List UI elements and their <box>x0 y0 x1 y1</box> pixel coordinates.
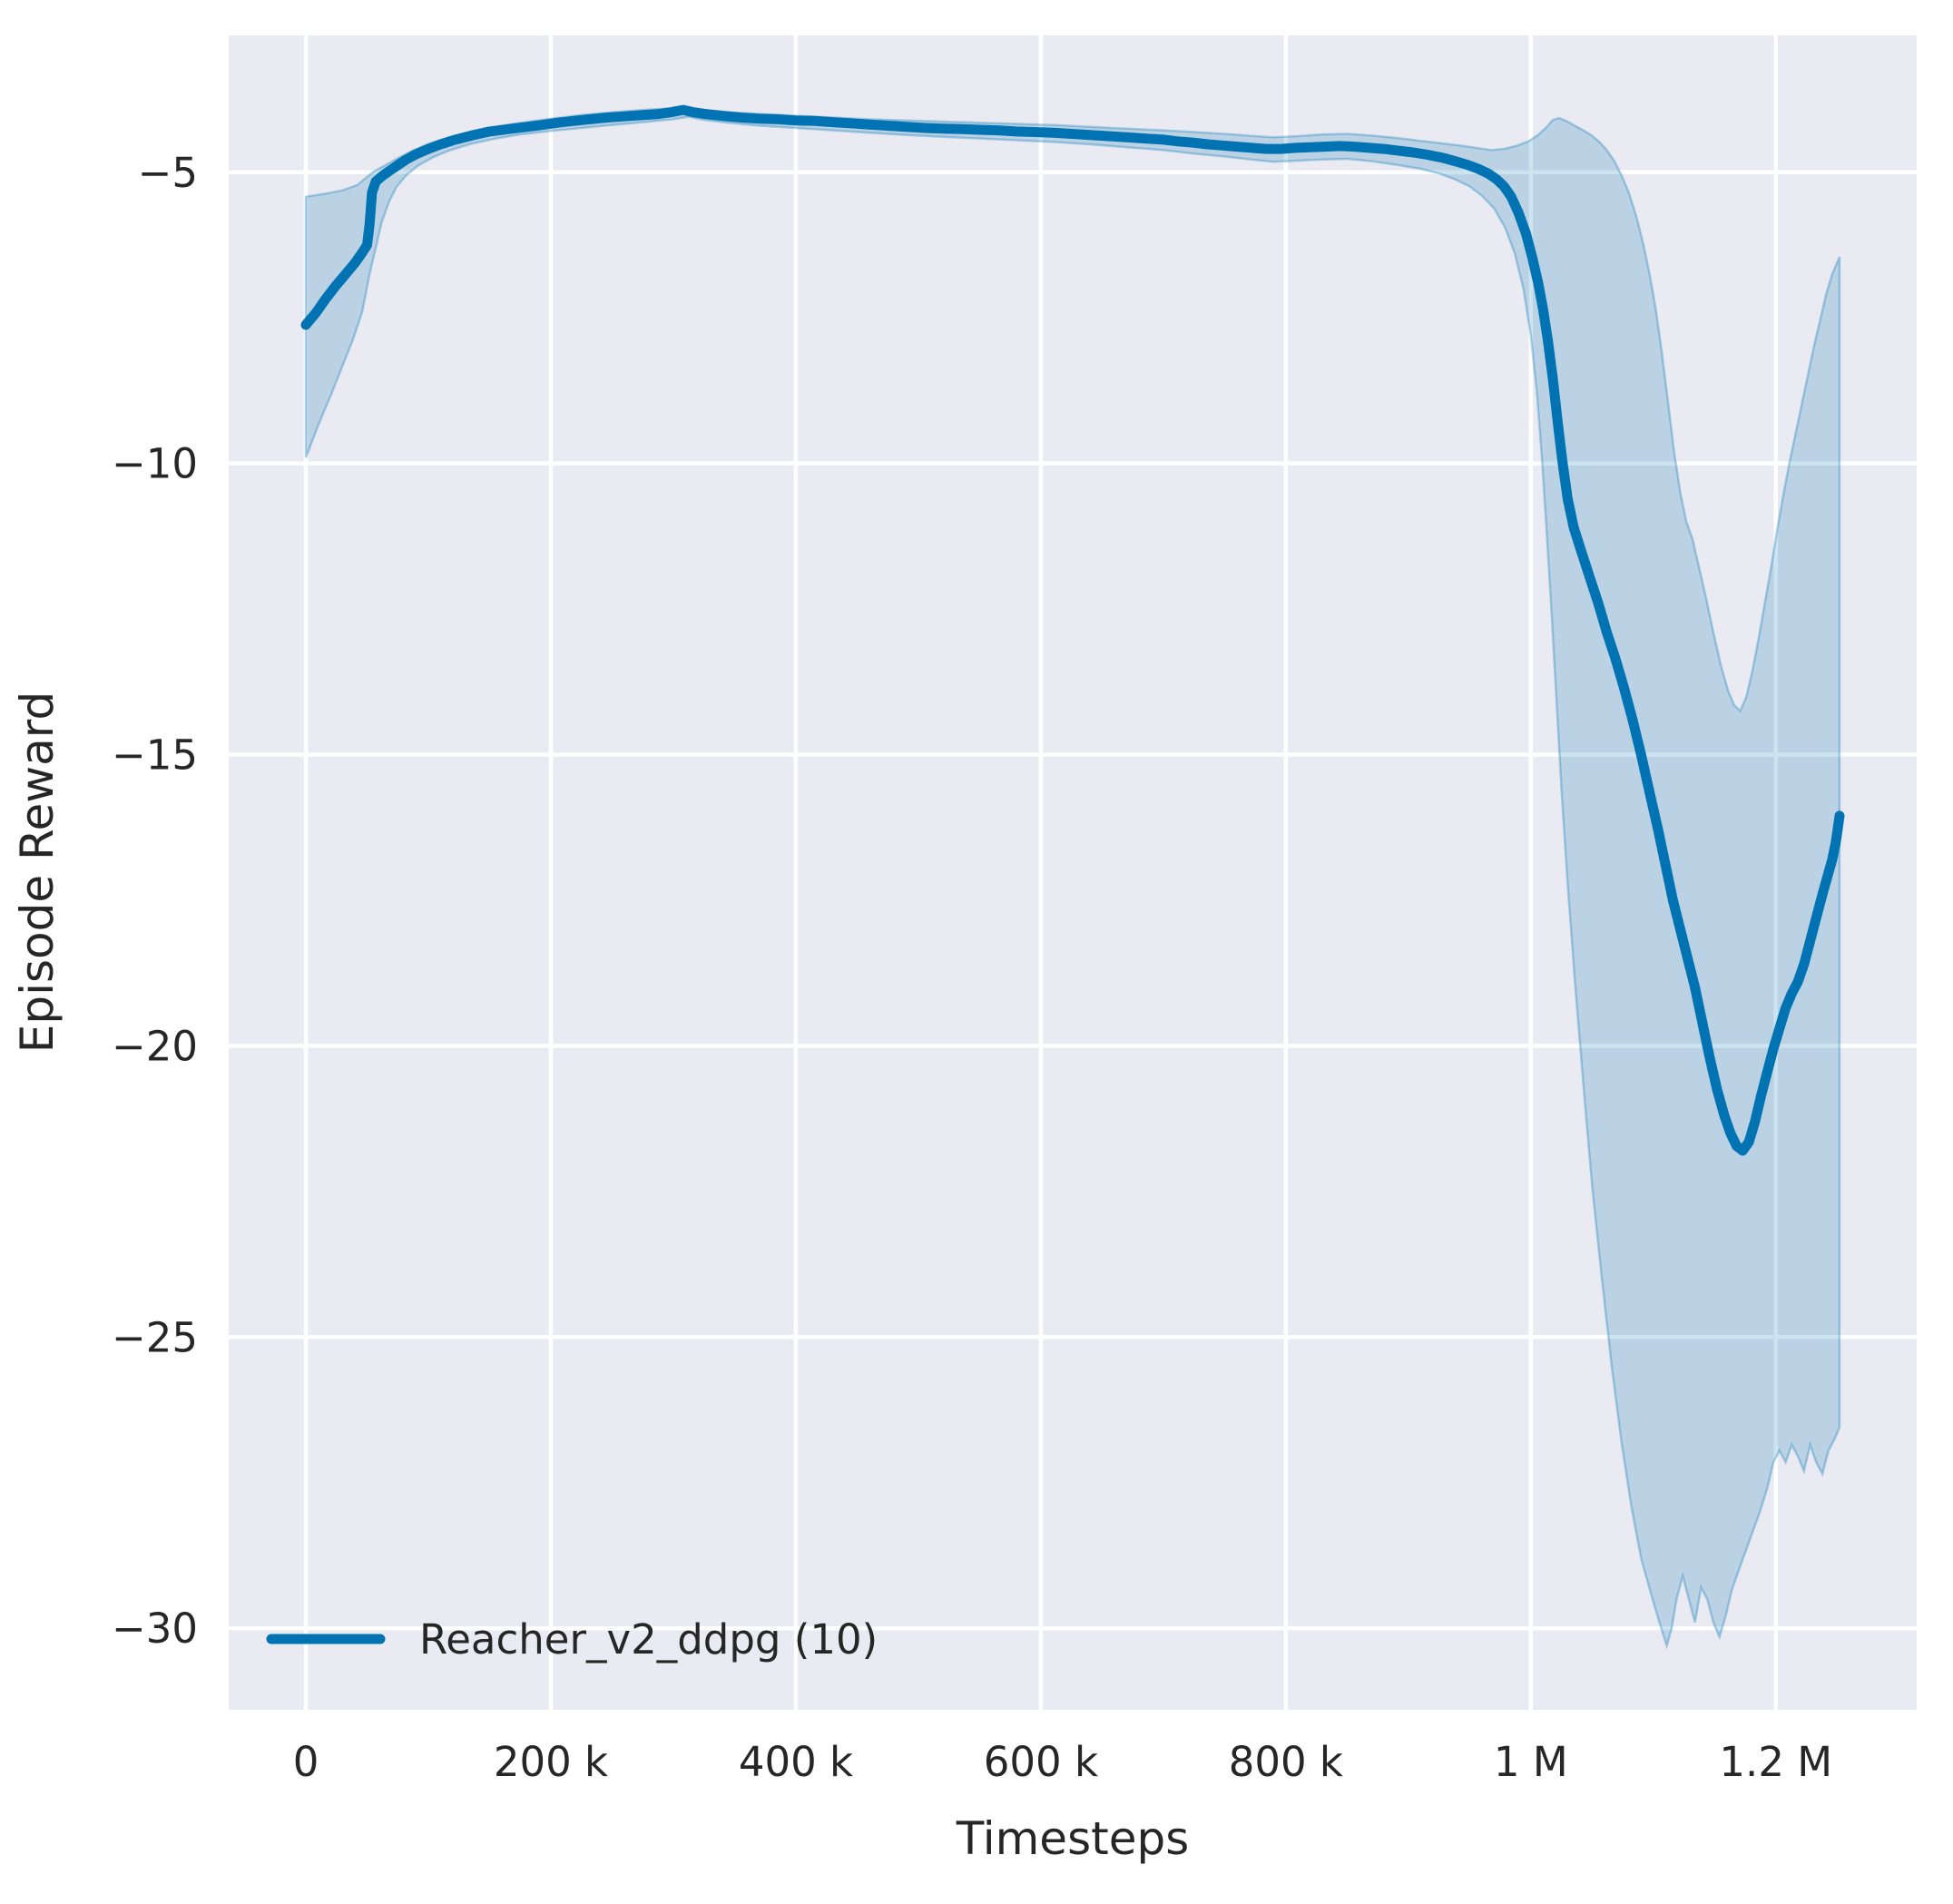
y-axis-label: Episode Reward <box>11 692 64 1053</box>
y-tick-label: −20 <box>112 1022 198 1070</box>
y-tick-label: −30 <box>112 1605 198 1653</box>
x-tick-label: 1 M <box>1494 1738 1568 1786</box>
y-tick-label: −5 <box>138 149 198 197</box>
x-tick-label: 0 <box>293 1738 319 1786</box>
y-tick-labels: −5 −10 −15 −20 −25 −30 <box>112 149 198 1653</box>
y-tick-label: −25 <box>112 1313 198 1361</box>
y-tick-label: −10 <box>112 440 198 488</box>
x-tick-label: 800 k <box>1229 1738 1343 1786</box>
confidence-band <box>304 105 1841 1650</box>
x-tick-label: 200 k <box>494 1738 608 1786</box>
legend-label: Reacher_v2_ddpg (10) <box>419 1615 878 1664</box>
x-tick-label: 1.2 M <box>1719 1738 1832 1786</box>
x-tick-label: 600 k <box>984 1738 1098 1786</box>
grid-layer <box>229 35 1917 1710</box>
legend: Reacher_v2_ddpg (10) <box>266 1615 878 1664</box>
x-tick-label: 400 k <box>739 1738 853 1786</box>
y-tick-label: −15 <box>112 731 198 780</box>
x-axis-label: Timesteps <box>956 1812 1190 1865</box>
x-tick-labels: 0 200 k 400 k 600 k 800 k 1 M 1.2 M <box>293 1738 1832 1786</box>
plot-area <box>229 35 1917 1710</box>
reward-line <box>300 104 1845 1156</box>
